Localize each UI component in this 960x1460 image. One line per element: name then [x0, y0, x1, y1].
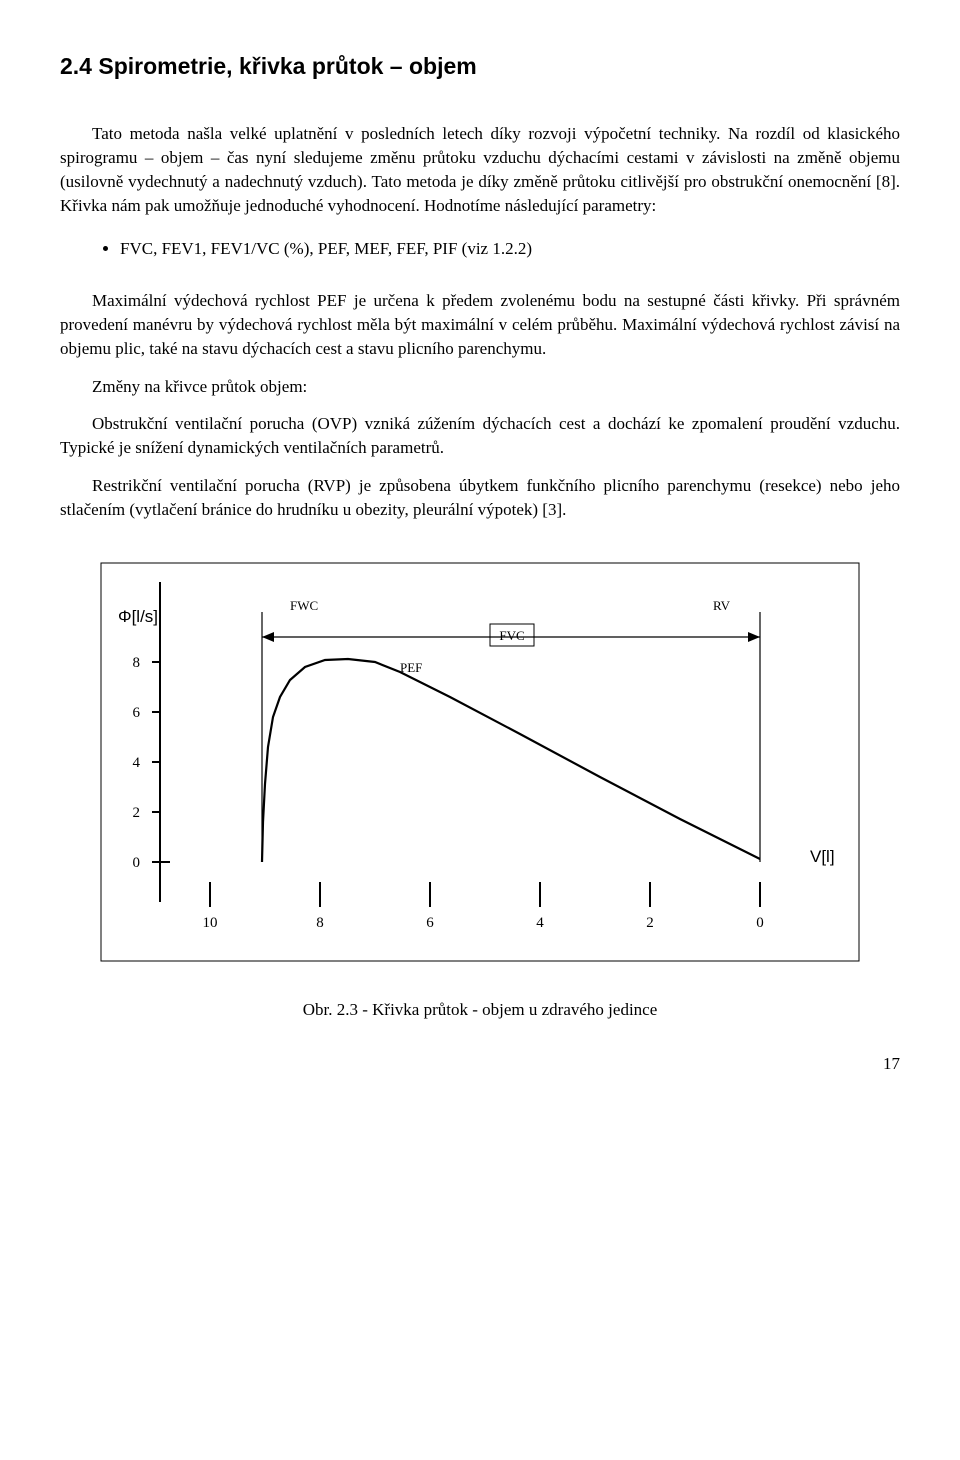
arrow-right-icon	[748, 632, 760, 642]
list-item: FVC, FEV1, FEV1/VC (%), PEF, MEF, FEF, P…	[120, 237, 900, 261]
flow-volume-chart: 0 2 4 6 8 Φ[l/s] 10 8 6 4 2 0 V[l] FWC	[100, 562, 860, 962]
x-tick-label: 6	[426, 915, 434, 931]
paragraph-2: Maximální výdechová rychlost PEF je urče…	[60, 289, 900, 360]
x-tick-label: 0	[756, 915, 764, 931]
y-tick-label: 8	[133, 655, 141, 671]
page-number: 17	[60, 1052, 900, 1076]
x-axis-label: V[l]	[810, 847, 835, 866]
y-tick-label: 2	[133, 805, 141, 821]
flow-volume-curve	[262, 659, 760, 862]
parameter-list: FVC, FEV1, FEV1/VC (%), PEF, MEF, FEF, P…	[120, 237, 900, 261]
fwc-label: FWC	[290, 598, 318, 613]
x-tick-label: 8	[316, 915, 324, 931]
paragraph-1: Tato metoda našla velké uplatnění v posl…	[60, 122, 900, 217]
figure-flow-volume-curve: 0 2 4 6 8 Φ[l/s] 10 8 6 4 2 0 V[l] FWC	[100, 562, 860, 1023]
x-tick-label: 10	[203, 915, 218, 931]
rv-label: RV	[713, 598, 731, 613]
arrow-left-icon	[262, 632, 274, 642]
fvc-label: FVC	[499, 628, 524, 643]
chart-frame	[101, 563, 859, 961]
y-tick-label: 6	[133, 705, 141, 721]
x-tick-label: 4	[536, 915, 544, 931]
x-tick-label: 2	[646, 915, 654, 931]
y-tick-label: 0	[133, 855, 141, 871]
figure-caption: Obr. 2.3 - Křivka průtok - objem u zdrav…	[100, 998, 860, 1022]
section-heading: 2.4 Spirometrie, křivka průtok – objem	[60, 50, 900, 82]
y-axis-label: Φ[l/s]	[118, 607, 158, 626]
y-tick-label: 4	[133, 755, 141, 771]
paragraph-5: Restrikční ventilační porucha (RVP) je z…	[60, 474, 900, 522]
paragraph-4: Obstrukční ventilační porucha (OVP) vzni…	[60, 412, 900, 460]
paragraph-3: Změny na křivce průtok objem:	[60, 375, 900, 399]
